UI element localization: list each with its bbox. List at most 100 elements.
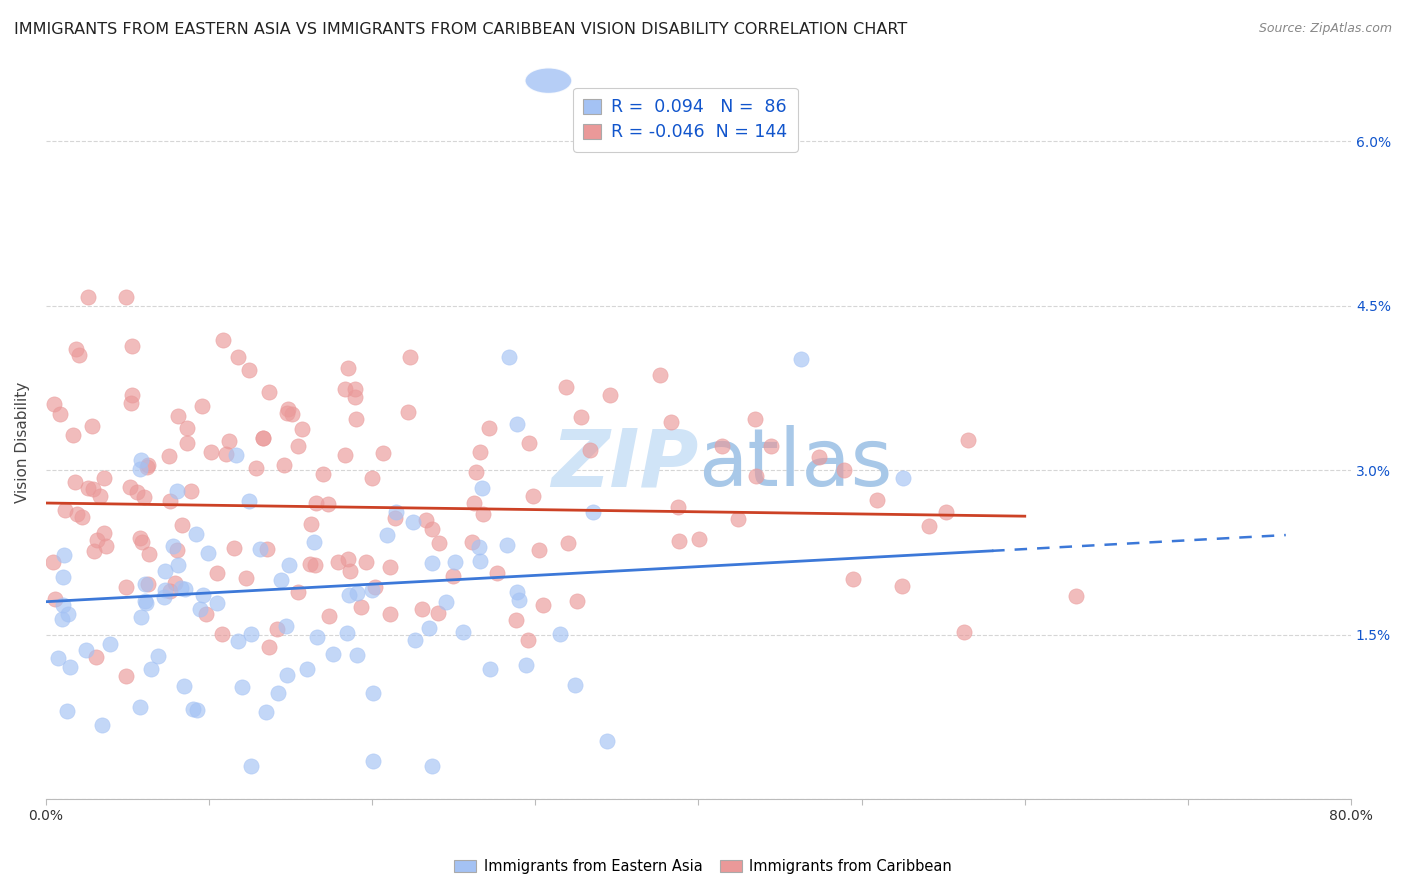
- Point: [167, 409, 190, 423]
- Point: [420, 522, 443, 536]
- Point: [215, 447, 238, 461]
- Point: [420, 759, 443, 773]
- Point: [176, 435, 198, 450]
- Point: [471, 482, 494, 496]
- Point: [252, 431, 274, 445]
- Point: [83, 544, 105, 558]
- Point: [58, 607, 80, 621]
- Point: [364, 580, 387, 594]
- Point: [114, 290, 136, 304]
- Point: [427, 535, 450, 549]
- Point: [468, 445, 491, 459]
- Point: [579, 443, 602, 458]
- Point: [98, 636, 121, 650]
- Point: [134, 577, 156, 591]
- Point: [188, 602, 211, 616]
- Point: [256, 541, 278, 556]
- Point: [866, 493, 889, 508]
- Point: [399, 350, 422, 364]
- Point: [70, 509, 93, 524]
- Point: [350, 599, 373, 614]
- Point: [93, 471, 115, 485]
- Point: [418, 621, 440, 635]
- Point: [468, 554, 491, 568]
- Point: [336, 625, 359, 640]
- Point: [136, 577, 159, 591]
- Point: [176, 421, 198, 435]
- Point: [235, 571, 257, 585]
- Point: [129, 532, 152, 546]
- Point: [486, 566, 509, 581]
- Point: [371, 446, 394, 460]
- Point: [565, 593, 588, 607]
- Point: [173, 679, 195, 693]
- Point: [468, 541, 491, 555]
- Point: [361, 470, 384, 484]
- Point: [42, 397, 65, 411]
- Point: [935, 505, 957, 519]
- Point: [495, 538, 517, 552]
- Point: [51, 612, 73, 626]
- Point: [212, 333, 235, 347]
- Point: [434, 595, 457, 609]
- Point: [270, 573, 292, 587]
- Point: [56, 704, 79, 718]
- Point: [46, 650, 69, 665]
- Point: [554, 380, 576, 394]
- Point: [218, 434, 240, 448]
- Point: [384, 510, 406, 524]
- Point: [186, 703, 208, 717]
- Y-axis label: Vision Disability: Vision Disability: [15, 382, 30, 503]
- Point: [287, 585, 309, 599]
- Point: [281, 408, 304, 422]
- Point: [163, 575, 186, 590]
- Point: [318, 608, 340, 623]
- Point: [191, 399, 214, 413]
- Point: [80, 419, 103, 434]
- Point: [479, 662, 502, 676]
- Point: [225, 448, 247, 462]
- Point: [77, 290, 100, 304]
- Point: [517, 633, 540, 648]
- Point: [138, 547, 160, 561]
- Point: [155, 564, 177, 578]
- Point: [548, 627, 571, 641]
- Point: [59, 659, 82, 673]
- Point: [384, 505, 406, 519]
- Point: [249, 541, 271, 556]
- Circle shape: [524, 68, 572, 94]
- Point: [842, 572, 865, 586]
- Point: [893, 471, 915, 485]
- Point: [257, 640, 280, 655]
- Point: [52, 598, 75, 612]
- Point: [420, 556, 443, 570]
- Point: [139, 662, 162, 676]
- Point: [953, 624, 976, 639]
- Point: [166, 484, 188, 499]
- Point: [120, 480, 142, 494]
- Point: [52, 548, 75, 562]
- Point: [115, 669, 138, 683]
- Legend: R =  0.094   N =  86, R = -0.046  N = 144: R = 0.094 N = 86, R = -0.046 N = 144: [574, 88, 797, 152]
- Point: [277, 402, 299, 417]
- Point: [134, 593, 156, 607]
- Point: [299, 517, 322, 532]
- Point: [305, 496, 328, 510]
- Point: [344, 411, 367, 425]
- Point: [239, 627, 262, 641]
- Point: [304, 535, 326, 549]
- Point: [52, 570, 75, 584]
- Point: [527, 542, 550, 557]
- Point: [84, 649, 107, 664]
- Point: [336, 361, 359, 376]
- Point: [167, 558, 190, 572]
- Point: [343, 390, 366, 404]
- Point: [688, 532, 710, 546]
- Point: [465, 465, 488, 479]
- Point: [404, 633, 426, 648]
- Point: [169, 582, 191, 596]
- Point: [252, 431, 274, 445]
- Point: [375, 528, 398, 542]
- Point: [304, 558, 326, 572]
- Point: [506, 417, 529, 432]
